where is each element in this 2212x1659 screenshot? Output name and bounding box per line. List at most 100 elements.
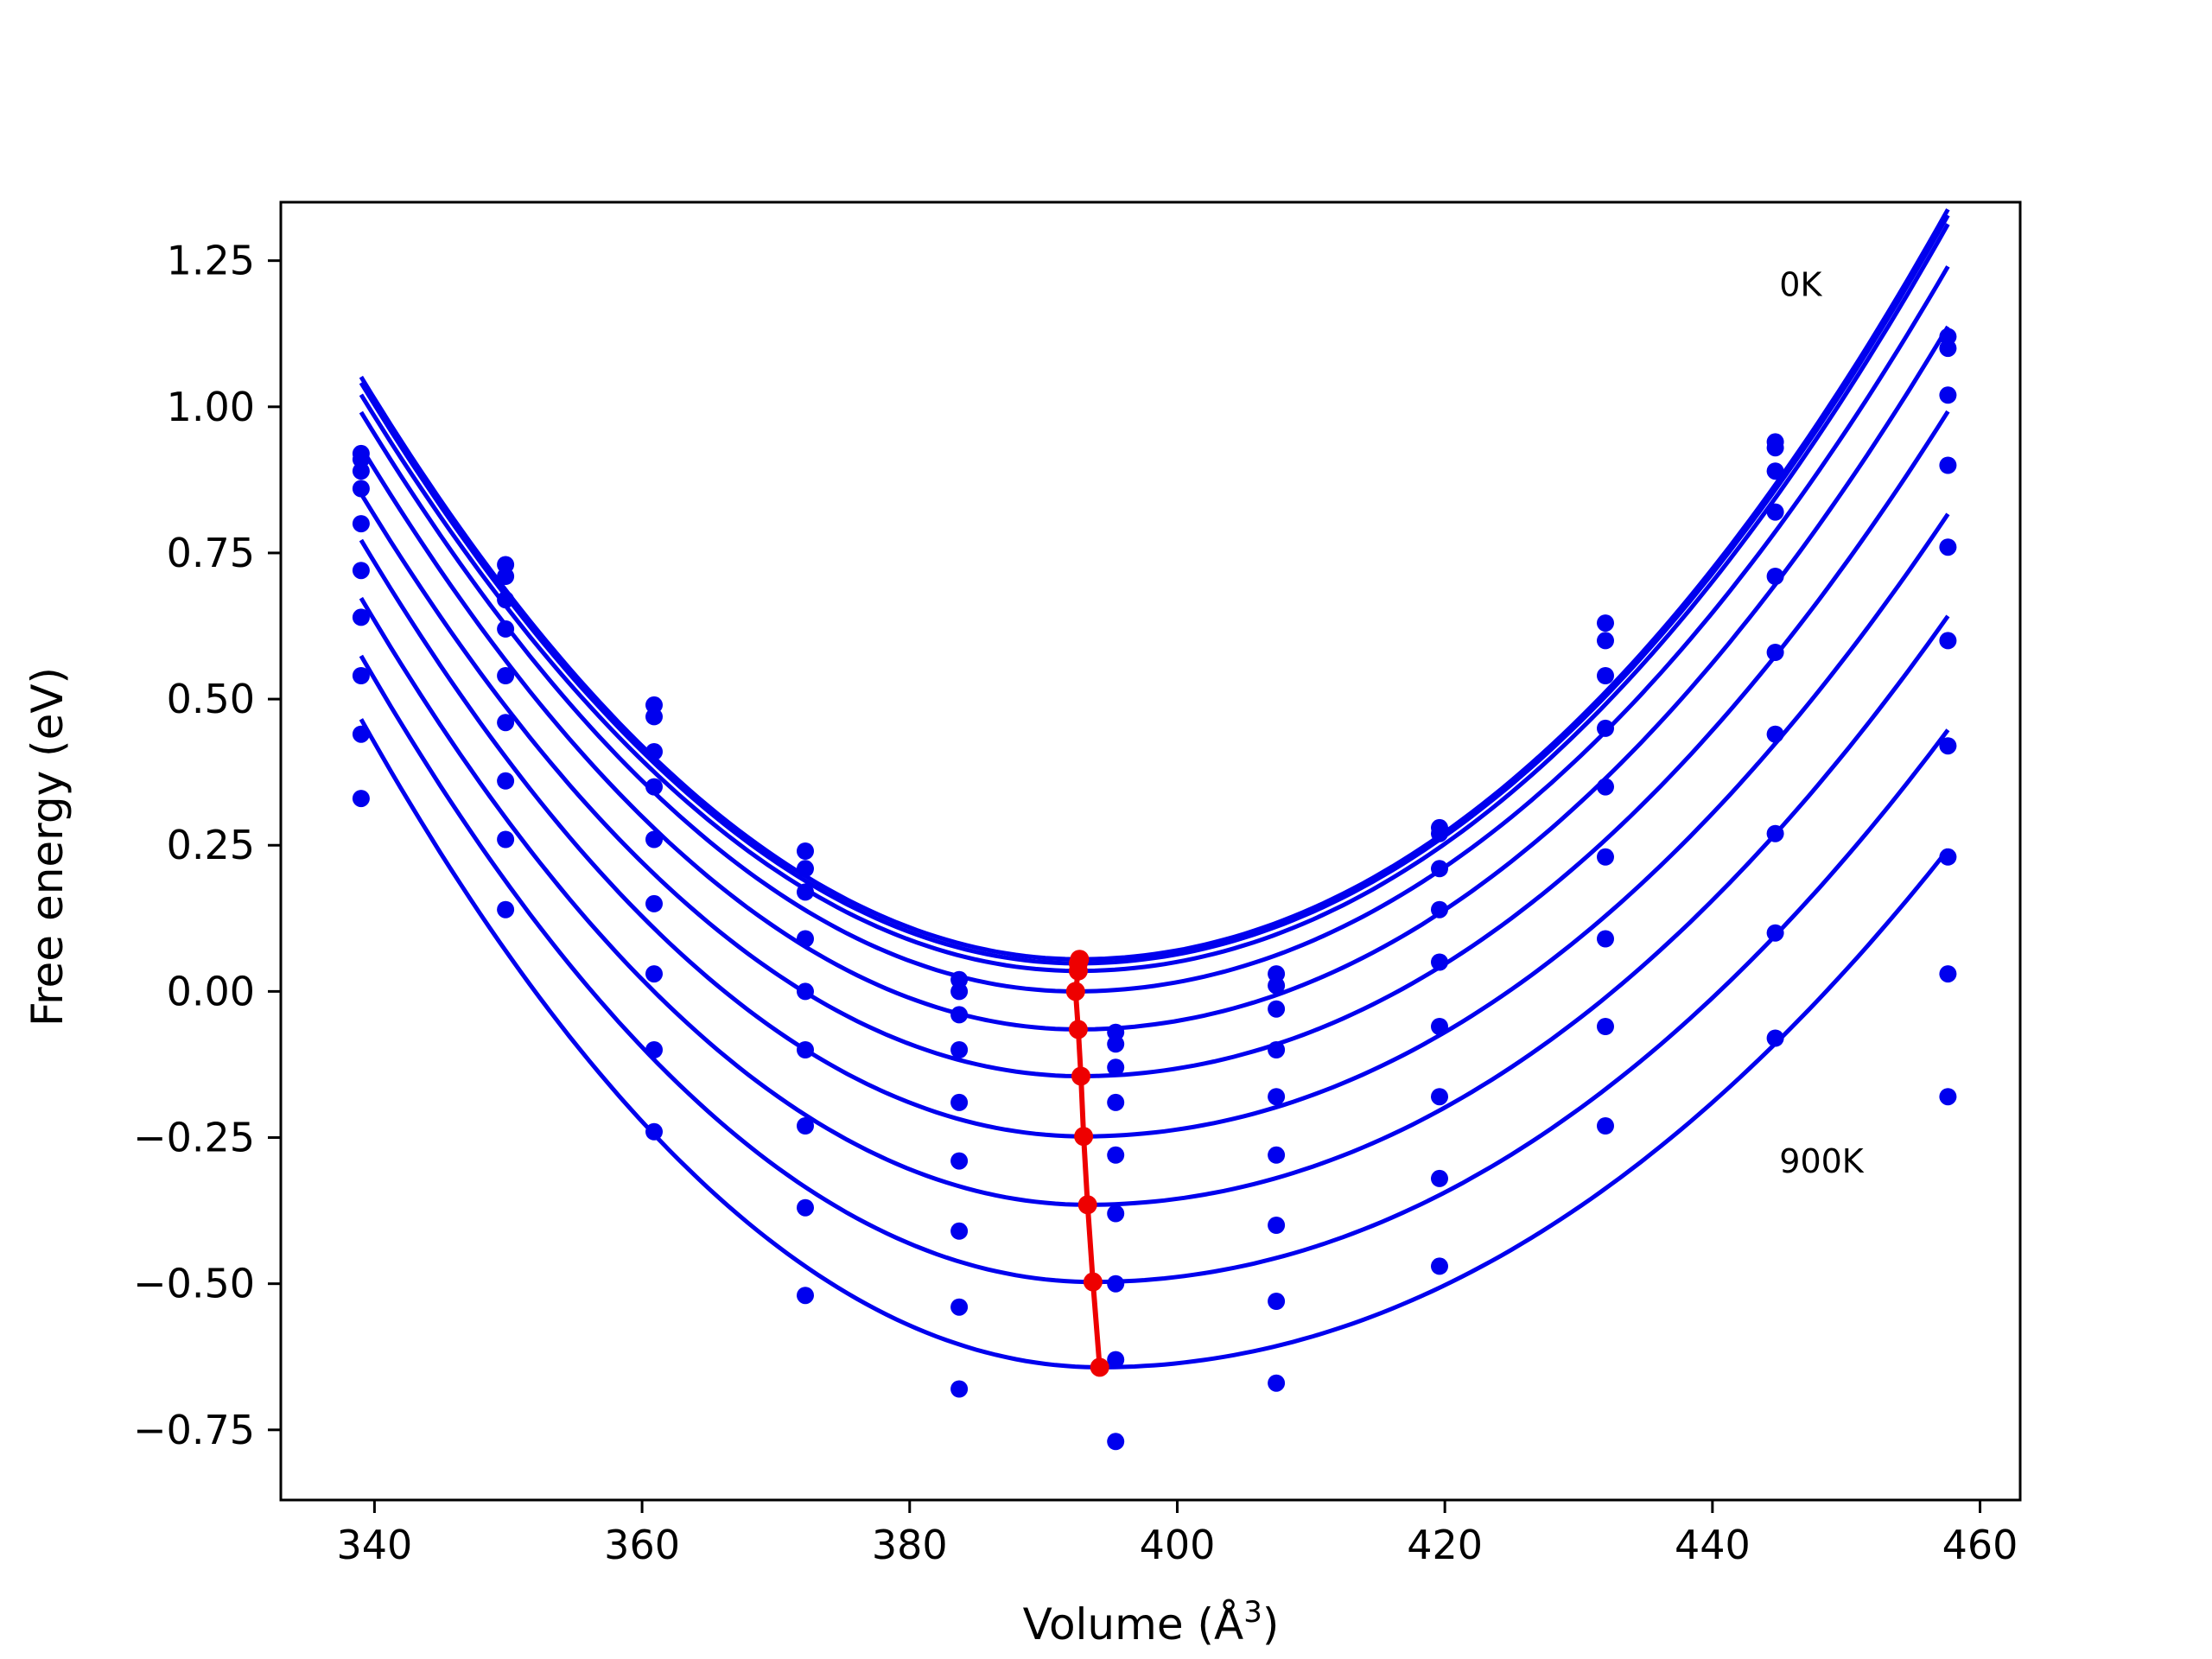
y-tick-label-1.25: 1.25 <box>167 238 255 284</box>
data-point-100K-4 <box>950 982 969 1001</box>
data-point-600K-1 <box>497 772 515 790</box>
data-point-400K-2 <box>645 830 663 849</box>
annotation-0K: 0K <box>1779 265 1822 303</box>
data-point-300K-4 <box>950 1041 969 1058</box>
y-tick-label--0.25: −0.25 <box>133 1115 255 1161</box>
data-point-300K-5 <box>1107 1093 1125 1111</box>
y-tick-label--0.5: −0.50 <box>133 1261 255 1307</box>
data-point-300K-3 <box>797 930 814 948</box>
data-point-500K-2 <box>645 894 663 912</box>
y-axis-label: Free energy (eV) <box>22 667 73 1027</box>
data-point-300K-10 <box>1939 456 1957 474</box>
axes-frame <box>279 200 2022 1502</box>
data-point-300K-0 <box>352 480 370 498</box>
y-tick-label-0.75: 0.75 <box>167 530 255 576</box>
data-point-500K-3 <box>797 1041 814 1058</box>
data-point-100K-2 <box>645 708 663 726</box>
data-point-800K-10 <box>1939 965 1957 983</box>
x-axis-label-main: Volume (Å <box>1023 1599 1244 1649</box>
data-point-200K-9 <box>1766 462 1784 480</box>
data-point-500K-8 <box>1597 848 1614 866</box>
plot-area <box>352 208 1957 1451</box>
data-point-700K-5 <box>1107 1351 1125 1369</box>
data-point-700K-2 <box>645 1041 663 1058</box>
data-point-100K-8 <box>1597 632 1614 650</box>
data-point-100K-6 <box>1268 976 1286 995</box>
fit-curve-700K <box>359 596 1950 1207</box>
data-point-800K-6 <box>1268 1374 1286 1392</box>
data-point-200K-6 <box>1268 1000 1286 1018</box>
data-point-800K-5 <box>1107 1433 1125 1451</box>
minimum-point-800K <box>1083 1272 1103 1292</box>
data-point-800K-4 <box>950 1380 969 1398</box>
data-point-600K-4 <box>950 1222 969 1240</box>
data-point-100K-5 <box>1107 1035 1125 1053</box>
x-axis-label-sup: 3 <box>1243 1595 1262 1630</box>
minimum-point-600K <box>1074 1127 1094 1147</box>
data-point-700K-8 <box>1597 1018 1614 1035</box>
x-tick-label-400: 400 <box>1140 1522 1216 1568</box>
fit-curve-400K <box>359 325 1950 1032</box>
data-point-500K-5 <box>1107 1205 1125 1223</box>
data-point-400K-7 <box>1431 953 1448 971</box>
data-point-300K-9 <box>1766 503 1784 521</box>
fit-curve-900K <box>359 718 1950 1370</box>
minimum-point-300K <box>1065 982 1085 1001</box>
data-point-400K-3 <box>797 982 814 1001</box>
data-point-300K-1 <box>497 620 515 638</box>
data-point-800K-3 <box>797 1287 814 1305</box>
fit-curve-500K <box>359 410 1950 1079</box>
fit-curve-200K <box>359 223 1950 974</box>
x-tick-label-460: 460 <box>1942 1522 2018 1568</box>
fit-curve-0K <box>359 208 1950 962</box>
y-tick-label-0: 0.00 <box>167 968 255 1014</box>
data-point-500K-6 <box>1268 1146 1286 1164</box>
data-point-500K-0 <box>352 562 370 580</box>
data-point-600K-5 <box>1107 1274 1125 1293</box>
data-point-600K-10 <box>1939 737 1957 755</box>
y-tick-label--0.75: −0.75 <box>133 1407 255 1453</box>
y-tick-label-0.5: 0.50 <box>167 676 255 722</box>
data-point-300K-7 <box>1431 900 1448 918</box>
fit-curve-600K <box>359 512 1950 1139</box>
fit-curve-300K <box>359 265 1950 994</box>
data-point-800K-2 <box>645 1122 663 1141</box>
data-point-700K-4 <box>950 1298 969 1316</box>
data-point-200K-3 <box>797 883 814 901</box>
data-point-600K-6 <box>1268 1217 1286 1234</box>
data-point-500K-4 <box>950 1152 969 1170</box>
data-point-600K-2 <box>645 965 663 983</box>
data-point-900K-9 <box>1766 1029 1784 1047</box>
data-point-700K-9 <box>1766 824 1784 842</box>
y-tick-label-1: 1.00 <box>167 384 255 430</box>
x-tick-label-360: 360 <box>604 1522 680 1568</box>
x-tick-label-420: 420 <box>1407 1522 1483 1568</box>
data-point-500K-10 <box>1939 632 1957 650</box>
data-point-100K-10 <box>1939 340 1957 358</box>
data-point-100K-7 <box>1431 824 1448 842</box>
data-point-100K-3 <box>797 860 814 878</box>
data-point-600K-0 <box>352 608 370 626</box>
data-point-200K-8 <box>1597 667 1614 684</box>
data-point-300K-6 <box>1268 1041 1286 1058</box>
x-tick-label-340: 340 <box>336 1522 412 1568</box>
data-point-400K-5 <box>1107 1146 1125 1164</box>
data-point-400K-0 <box>352 515 370 533</box>
data-point-0K-8 <box>1597 614 1614 632</box>
data-point-0K-3 <box>797 842 814 860</box>
data-point-500K-9 <box>1766 644 1784 661</box>
minimum-point-400K <box>1068 1020 1088 1039</box>
data-point-400K-8 <box>1597 778 1614 796</box>
data-point-200K-2 <box>645 743 663 760</box>
data-point-300K-8 <box>1597 719 1614 737</box>
y-tick-label-0.25: 0.25 <box>167 822 255 868</box>
fit-curve-800K <box>359 654 1950 1285</box>
data-point-200K-4 <box>950 1006 969 1024</box>
x-tick-label-440: 440 <box>1675 1522 1751 1568</box>
data-point-500K-1 <box>497 714 515 732</box>
data-point-300K-2 <box>645 778 663 796</box>
minimum-point-500K <box>1071 1066 1090 1086</box>
data-point-700K-6 <box>1268 1293 1286 1310</box>
data-point-800K-1 <box>497 900 515 918</box>
